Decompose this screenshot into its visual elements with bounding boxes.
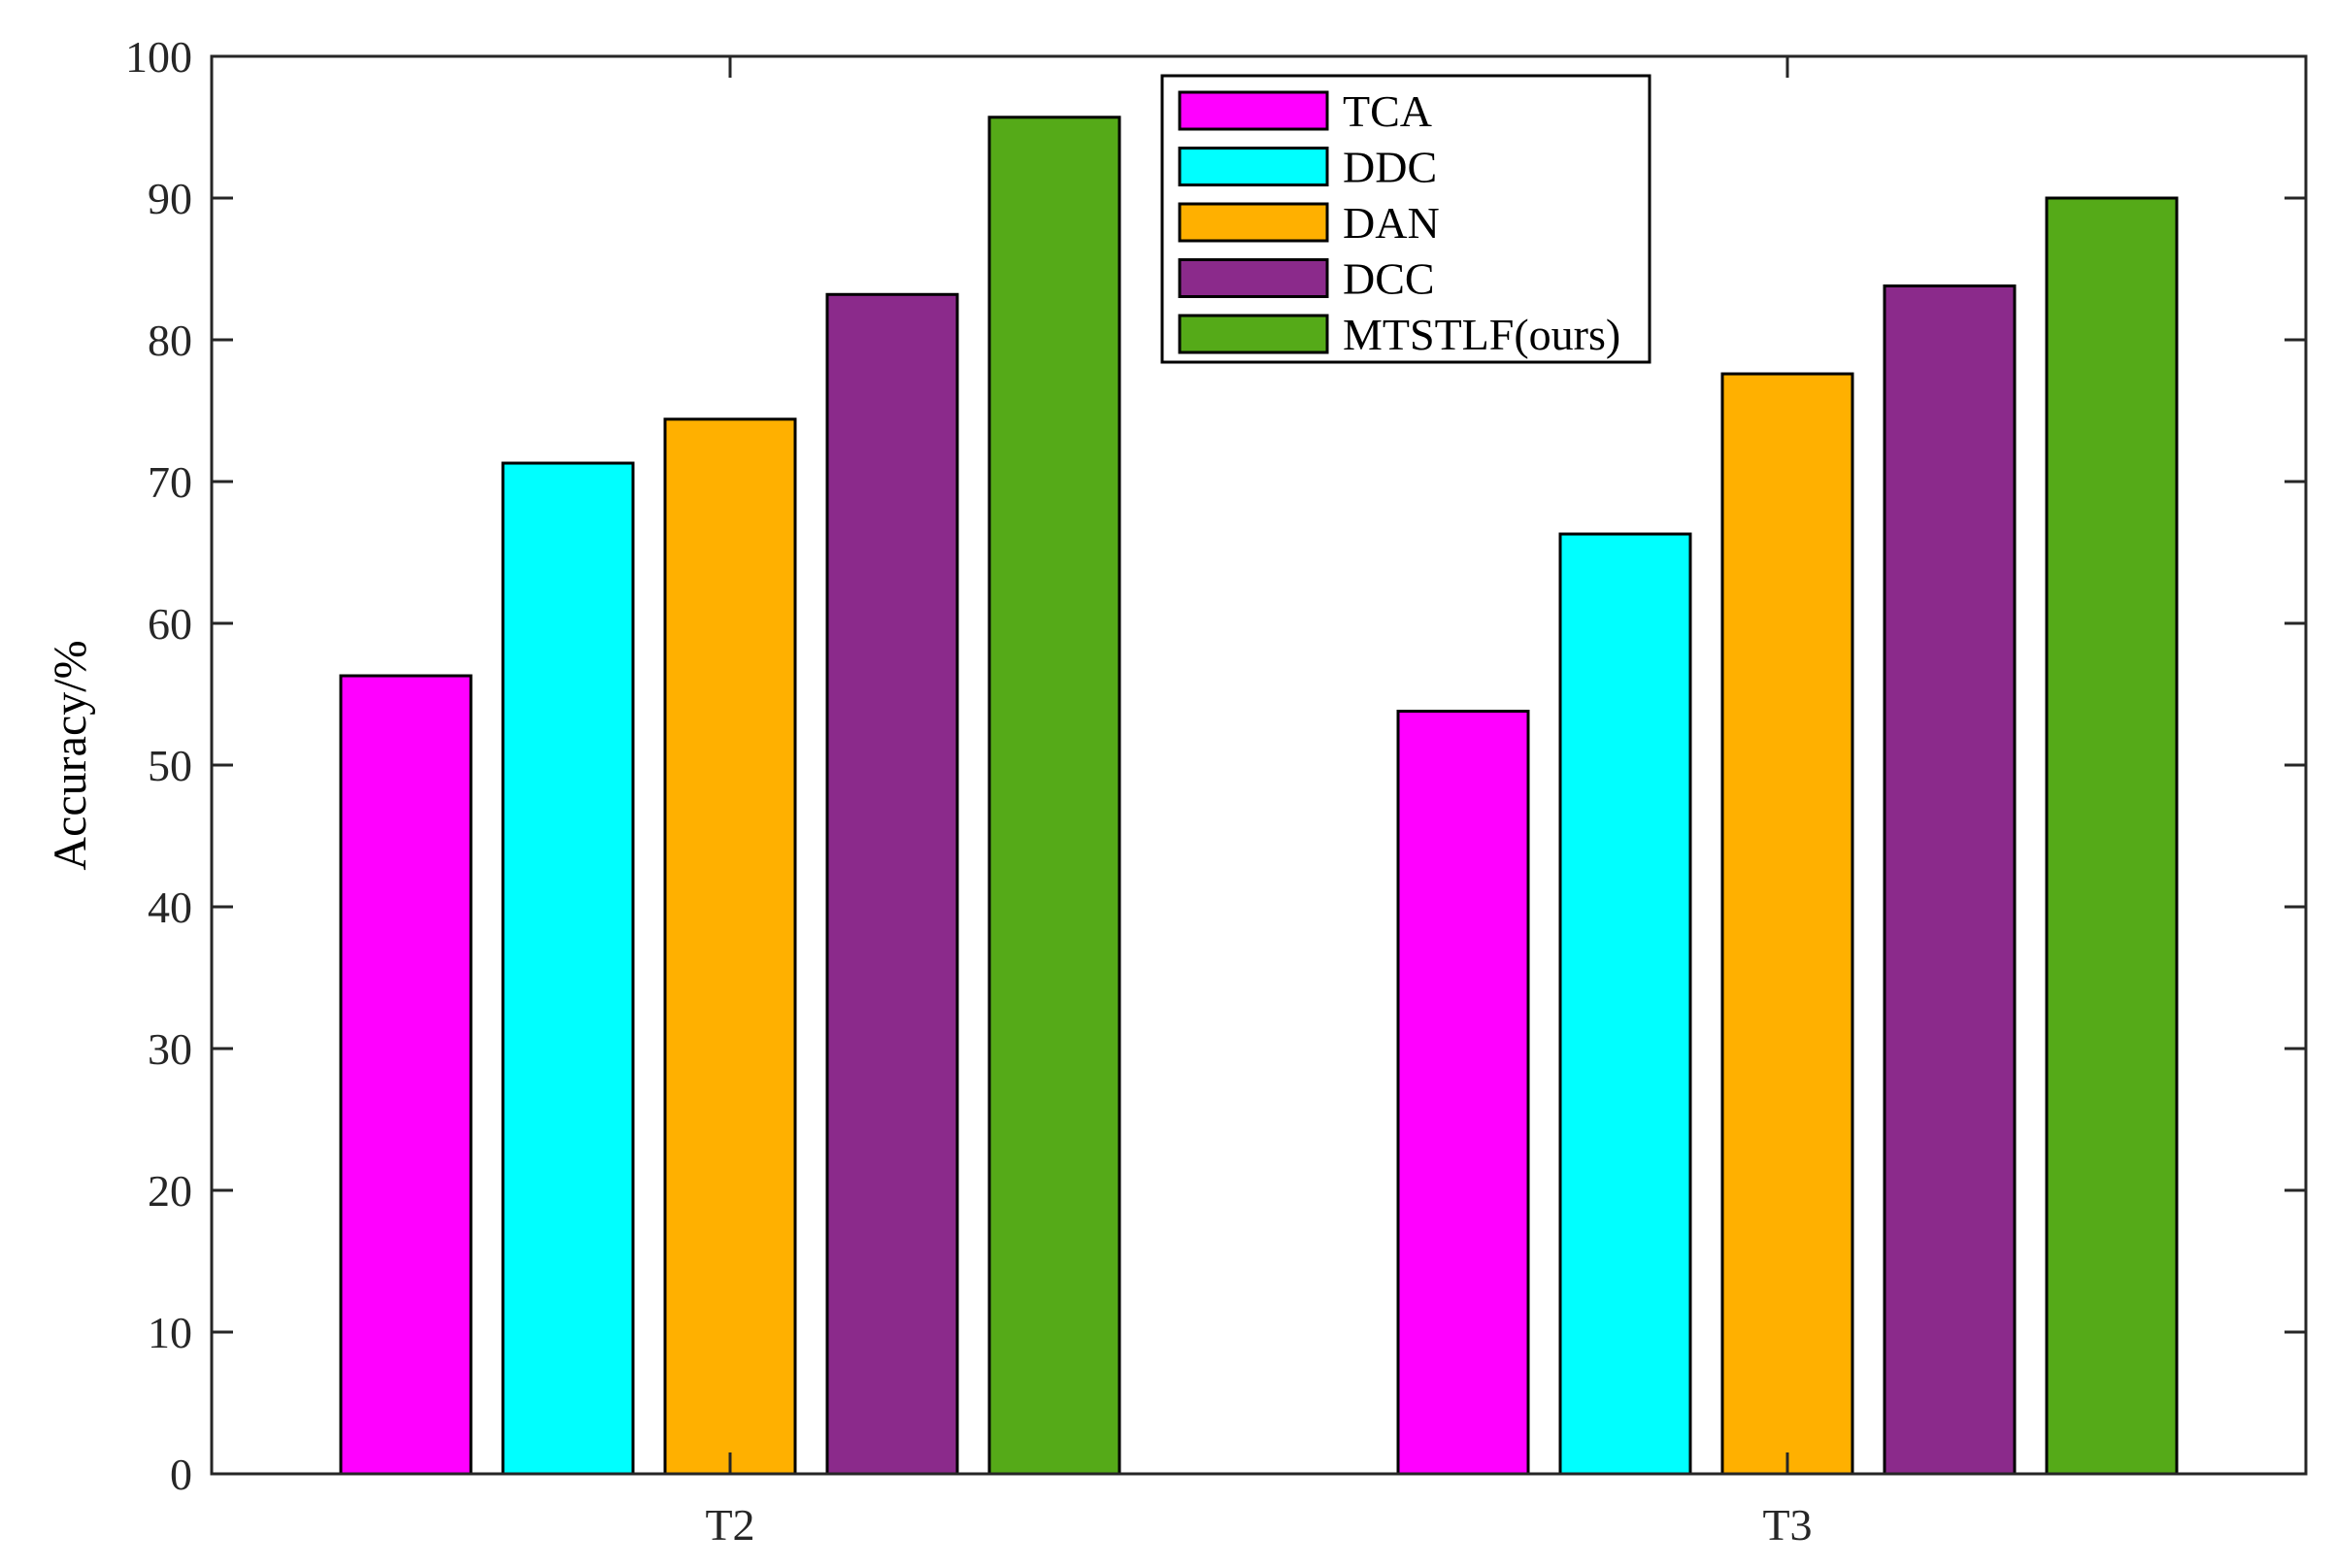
- bar-tca-t2: [339, 674, 473, 1476]
- y-tick-label: 80: [148, 316, 192, 365]
- y-tick-label: 60: [148, 599, 192, 649]
- bar-dcc-t2: [825, 292, 959, 1476]
- y-tick-label: 100: [125, 32, 192, 82]
- legend-swatch: [1178, 147, 1329, 186]
- bar-tca-t3: [1396, 710, 1530, 1476]
- axes-group: 0 10 20 30 40 50 60 70 80 90 100 T2 T3: [125, 32, 2308, 1550]
- y-tick-label: 50: [148, 741, 192, 790]
- x-tick-label: T3: [1762, 1500, 1812, 1550]
- legend-swatch: [1178, 314, 1329, 354]
- bar-ddc-t3: [1558, 532, 1692, 1476]
- x-tick-label: T2: [705, 1500, 754, 1550]
- bar-dan-t3: [1720, 372, 1854, 1476]
- legend: TCA DDC DAN DCC MTSTLF(ours): [1160, 74, 1651, 364]
- bar-dan-t2: [663, 417, 797, 1476]
- bar-mtstlf-ours-t3: [2045, 196, 2179, 1476]
- bar-ddc-t2: [501, 461, 635, 1476]
- legend-label: TCA: [1343, 86, 1432, 136]
- y-tick-label: 40: [148, 883, 192, 932]
- y-tick-label: 90: [148, 174, 192, 223]
- y-tick-label: 20: [148, 1166, 192, 1216]
- legend-label: DDC: [1343, 143, 1437, 192]
- y-axis-title: Accuracy/%: [45, 640, 96, 870]
- legend-swatch: [1178, 202, 1329, 243]
- bar-mtstlf-ours-t2: [987, 116, 1121, 1476]
- y-tick-label: 70: [148, 457, 192, 507]
- legend-label: MTSTLF(ours): [1343, 310, 1620, 359]
- bar-dcc-t3: [1883, 284, 2017, 1476]
- legend-swatch: [1178, 258, 1329, 298]
- y-tick-label: 30: [148, 1024, 192, 1074]
- legend-label: DCC: [1343, 254, 1435, 304]
- bars-group: [339, 116, 2179, 1476]
- legend-label: DAN: [1343, 198, 1440, 248]
- y-tick-label: 10: [148, 1308, 192, 1357]
- legend-swatch: [1178, 90, 1329, 131]
- y-tick-label: 0: [170, 1450, 192, 1499]
